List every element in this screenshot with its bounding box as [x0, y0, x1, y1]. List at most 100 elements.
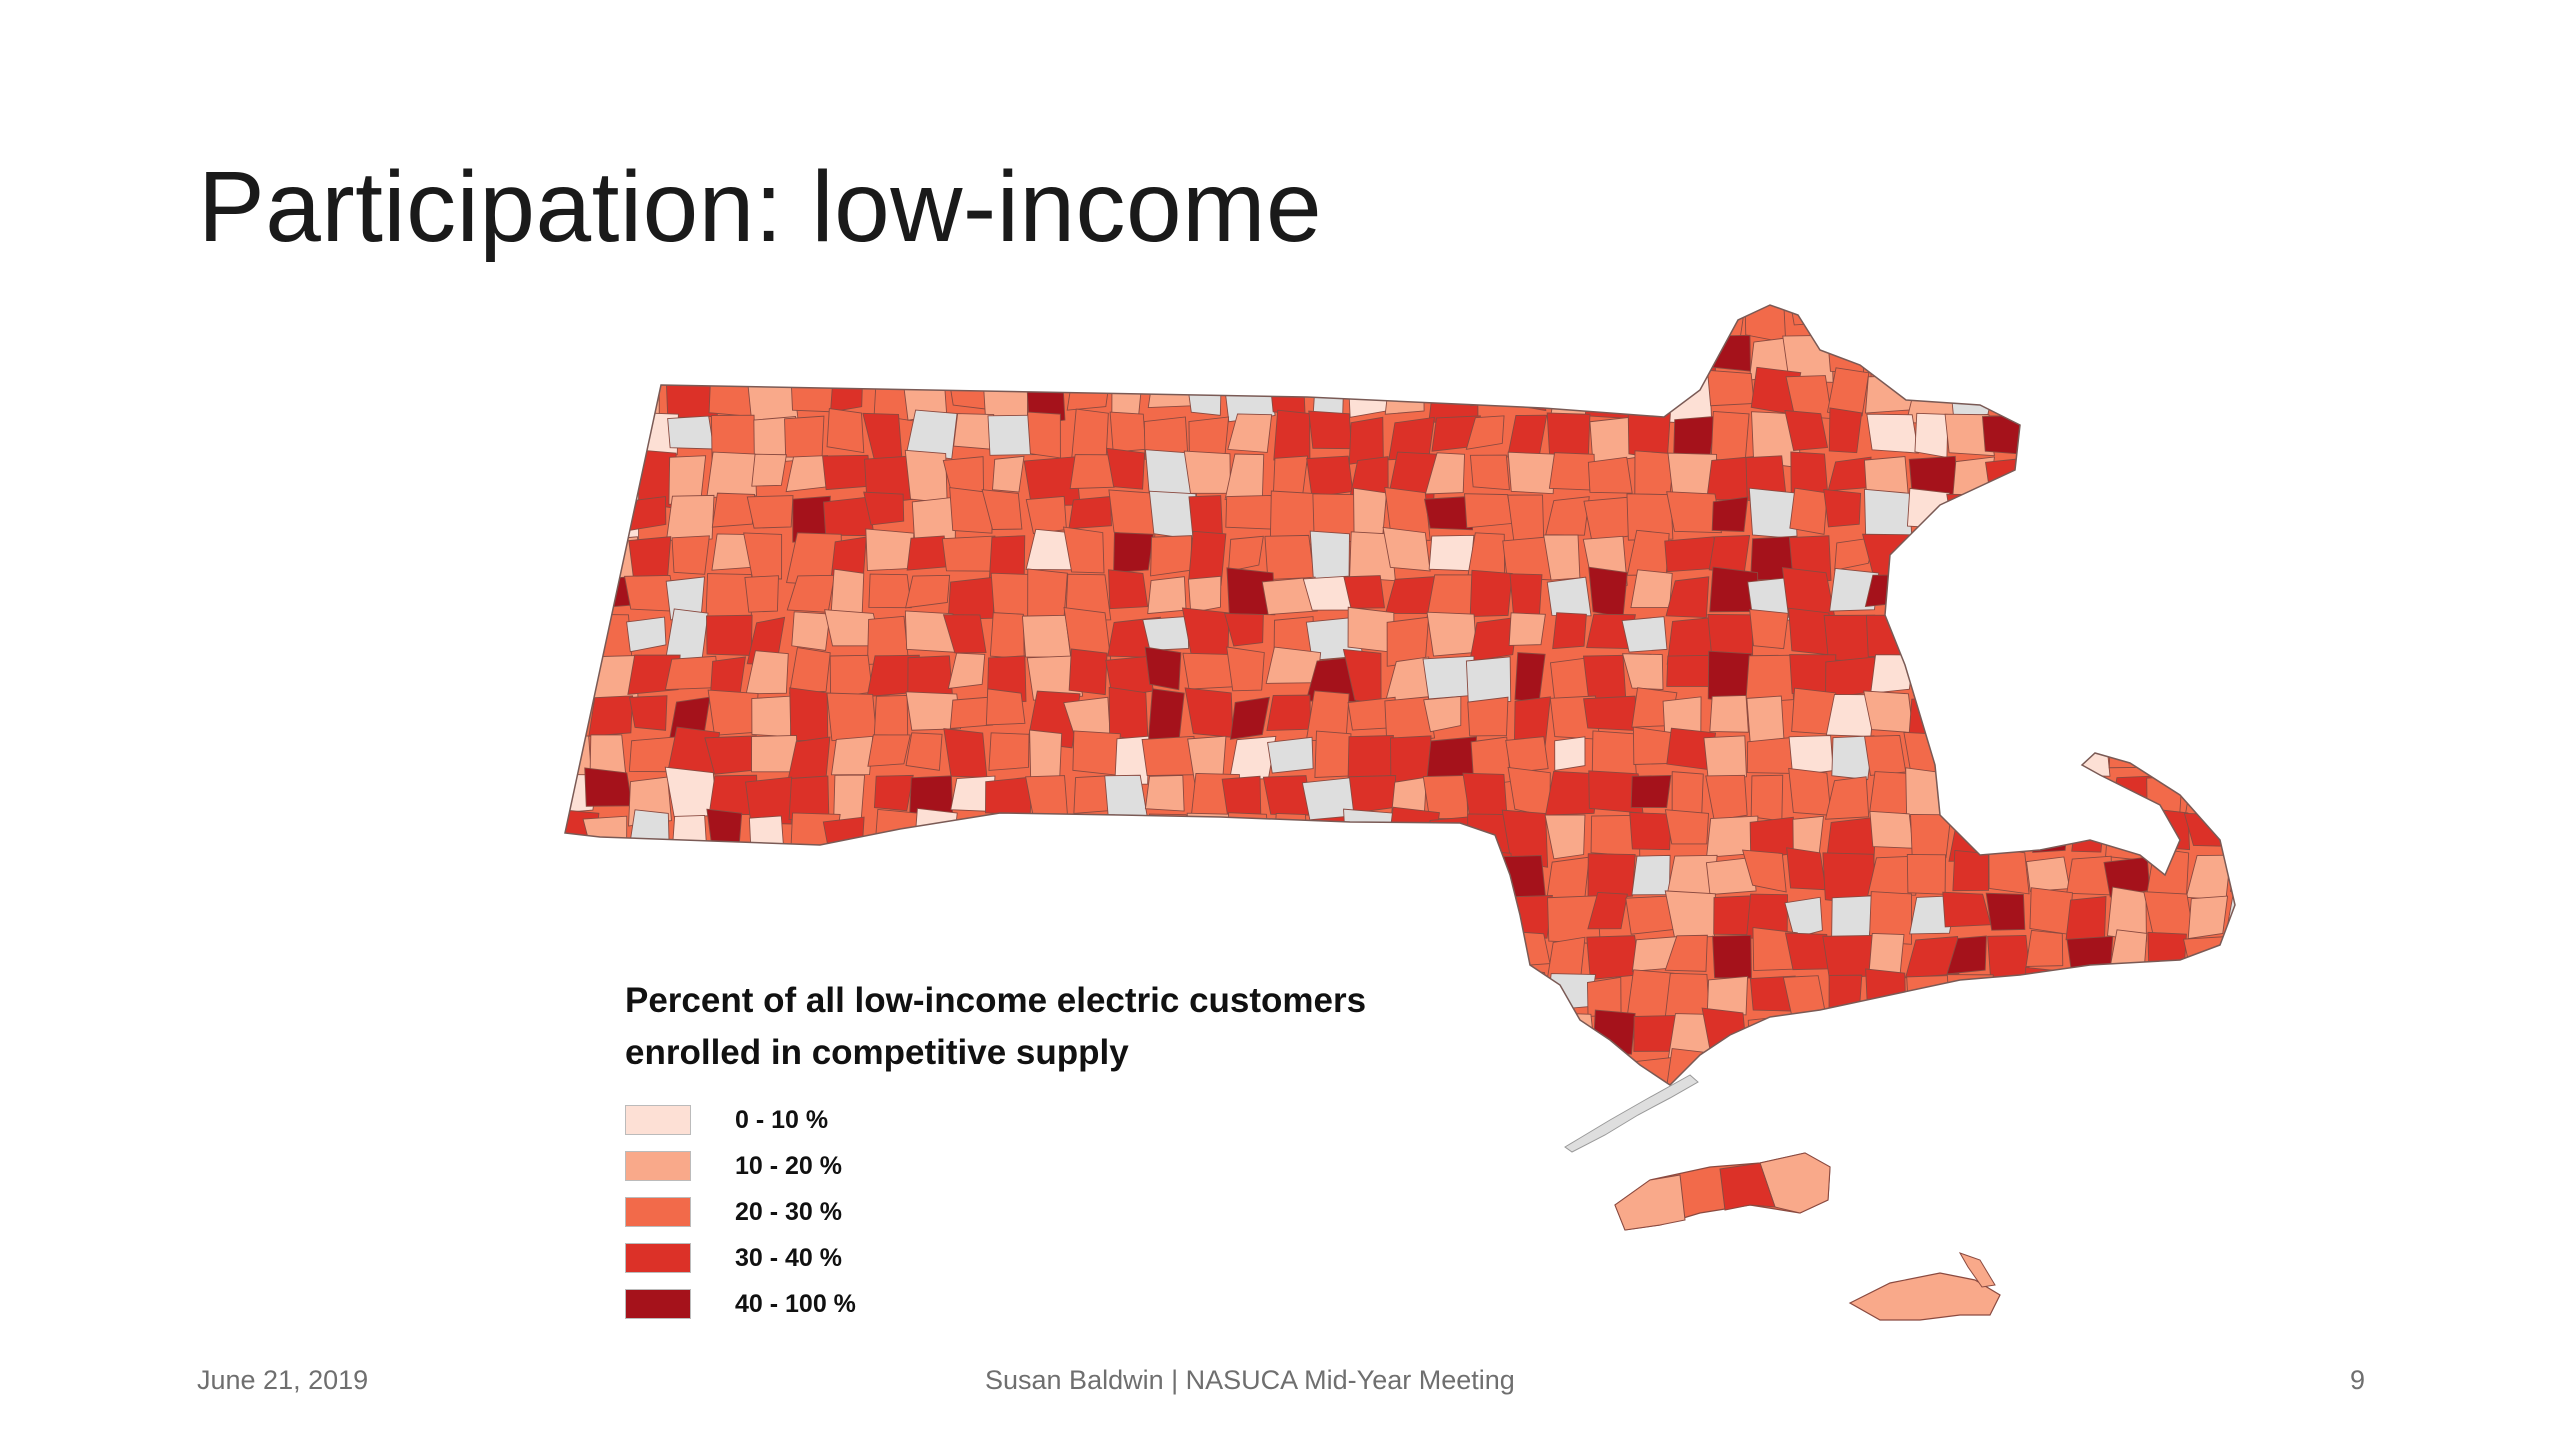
municipality: [1947, 571, 1998, 621]
municipality: [2143, 807, 2191, 851]
municipality: [1946, 493, 1997, 534]
municipality: [2227, 1055, 2235, 1085]
municipality: [904, 449, 948, 504]
municipality: [1951, 768, 1989, 812]
municipality: [623, 367, 660, 415]
municipality: [1988, 847, 2030, 895]
municipality: [2105, 808, 2154, 863]
municipality: [748, 815, 785, 858]
municipality: [662, 896, 715, 933]
municipality: [2191, 1050, 2231, 1085]
municipality: [746, 495, 794, 529]
municipality: [1187, 575, 1222, 614]
municipality: [2150, 454, 2184, 499]
municipality: [2105, 656, 2155, 703]
municipality: [909, 328, 943, 366]
municipality: [708, 373, 756, 418]
municipality: [2223, 334, 2235, 367]
municipality: [1428, 534, 1475, 572]
municipality: [1144, 646, 1182, 691]
municipality: [664, 655, 720, 690]
municipality: [2141, 736, 2190, 772]
municipality: [826, 305, 869, 336]
municipality: [2229, 855, 2235, 893]
municipality: [1588, 566, 1628, 618]
municipality: [1546, 412, 1591, 460]
municipality: [1424, 452, 1466, 495]
municipality: [706, 451, 757, 499]
municipality: [1865, 1056, 1907, 1085]
municipality: [1745, 654, 1795, 704]
municipality: [751, 735, 798, 773]
municipality: [982, 847, 1037, 893]
municipality: [2224, 693, 2235, 732]
municipality: [1465, 890, 1506, 940]
municipality: [2148, 1054, 2184, 1085]
municipality: [2022, 776, 2071, 813]
municipality: [1909, 536, 1951, 579]
municipality: [2067, 976, 2115, 1026]
municipality: [1268, 370, 1306, 416]
municipality: [565, 927, 591, 974]
municipality: [745, 776, 793, 825]
municipality: [1465, 926, 1517, 988]
municipality: [1508, 612, 1546, 646]
municipality: [565, 305, 588, 333]
municipality: [1906, 487, 1951, 529]
municipality: [1664, 934, 1708, 972]
municipality: [825, 852, 875, 896]
municipality: [1153, 934, 1190, 976]
municipality: [1866, 413, 1919, 454]
municipality: [941, 535, 998, 572]
municipality: [1709, 694, 1749, 733]
municipality: [1952, 849, 1990, 892]
municipality: [1025, 495, 1067, 535]
municipality: [1314, 730, 1352, 778]
municipality: [1422, 335, 1473, 376]
municipality: [565, 695, 582, 736]
municipality: [1501, 855, 1546, 903]
municipality: [1227, 535, 1264, 572]
municipality: [1984, 305, 2039, 330]
municipality: [1312, 374, 1345, 416]
municipality: [782, 327, 827, 381]
municipality: [711, 492, 756, 528]
municipality: [2108, 1015, 2159, 1058]
municipality: [2063, 608, 2109, 652]
municipality: [2181, 375, 2226, 412]
municipality: [826, 408, 865, 454]
municipality: [1545, 496, 1590, 536]
municipality: [706, 614, 753, 656]
municipality: [584, 375, 637, 423]
municipality: [2187, 895, 2229, 940]
municipality: [1231, 895, 1276, 939]
municipality: [565, 1055, 588, 1085]
municipality: [2025, 535, 2069, 587]
municipality: [2225, 735, 2235, 782]
municipality: [2031, 452, 2081, 496]
municipality: [1873, 1014, 1907, 1068]
municipality: [565, 1011, 586, 1057]
municipality: [1267, 736, 1314, 774]
municipality: [1548, 1051, 1590, 1085]
municipality: [873, 808, 921, 864]
municipality: [2026, 731, 2064, 771]
municipality: [2230, 568, 2235, 617]
municipality: [1109, 411, 1147, 453]
municipality: [2228, 966, 2235, 1021]
municipality: [1106, 855, 1162, 896]
municipality: [1554, 736, 1586, 771]
municipality: [701, 846, 752, 890]
municipality: [1113, 305, 1152, 341]
map-svg: [564, 304, 2236, 1321]
municipality: [2225, 653, 2235, 702]
municipality: [1943, 1056, 2001, 1085]
municipality: [1182, 330, 1229, 369]
municipality: [1071, 934, 1104, 975]
municipality: [1747, 1016, 1786, 1060]
municipality: [1744, 305, 1787, 344]
municipality: [1673, 415, 1717, 459]
municipality: [2143, 1015, 2194, 1058]
municipality: [1985, 608, 2031, 656]
municipality: [1750, 774, 1784, 822]
